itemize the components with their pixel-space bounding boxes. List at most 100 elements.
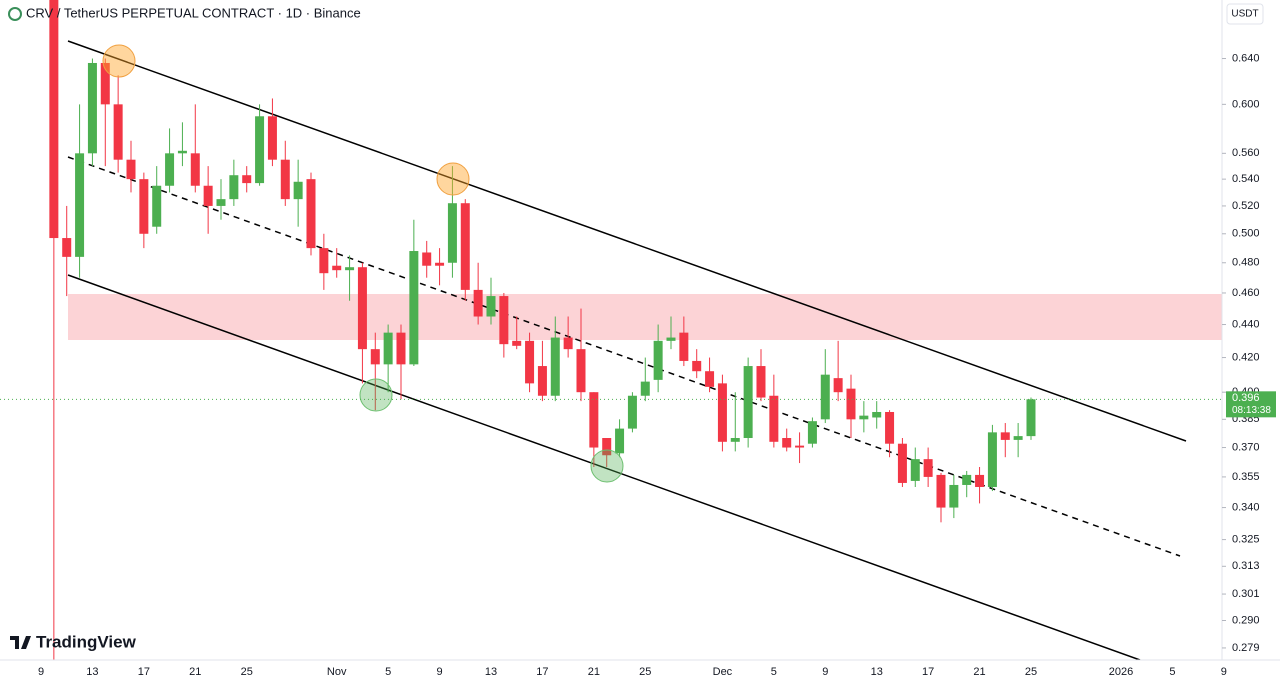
x-tick-label: 17 bbox=[922, 666, 934, 678]
y-tick-label: 0.313 bbox=[1232, 560, 1260, 572]
candle-body bbox=[100, 62, 110, 105]
candle-body bbox=[293, 181, 303, 200]
candle-body bbox=[1026, 399, 1036, 437]
x-tick-label: 25 bbox=[1025, 666, 1037, 678]
x-tick-label: 21 bbox=[973, 666, 985, 678]
x-tick-label: 21 bbox=[189, 666, 201, 678]
y-tick-label: 0.279 bbox=[1232, 642, 1260, 654]
y-tick-label: 0.420 bbox=[1232, 351, 1260, 363]
candle-body bbox=[692, 360, 702, 372]
candle-body bbox=[537, 366, 547, 396]
candle-body bbox=[1013, 436, 1023, 440]
candle-body bbox=[332, 265, 342, 271]
x-tick-label: 25 bbox=[639, 666, 651, 678]
candle-body bbox=[396, 332, 406, 365]
candle-body bbox=[306, 179, 316, 249]
candle-body bbox=[422, 252, 432, 266]
x-tick-label: 9 bbox=[1221, 666, 1227, 678]
candle-body bbox=[576, 349, 586, 393]
top-marker bbox=[102, 44, 136, 78]
x-tick-label: 9 bbox=[822, 666, 828, 678]
candle-body bbox=[87, 62, 97, 154]
candle-body bbox=[165, 153, 175, 186]
brand-logo bbox=[10, 636, 31, 649]
candle-body bbox=[216, 199, 226, 206]
candle-body bbox=[255, 116, 265, 184]
x-tick-label: 5 bbox=[385, 666, 391, 678]
candle-body bbox=[473, 289, 483, 317]
candle-body bbox=[833, 378, 843, 393]
candle-body bbox=[242, 175, 252, 184]
candle-body bbox=[139, 179, 149, 234]
candle-body bbox=[345, 267, 355, 271]
bottom-marker bbox=[359, 378, 393, 412]
candle-body bbox=[872, 411, 882, 418]
candle-body bbox=[512, 340, 522, 346]
candle-body bbox=[486, 296, 496, 317]
x-tick-label: 17 bbox=[536, 666, 548, 678]
y-tick-label: 0.440 bbox=[1232, 318, 1260, 330]
candle-body bbox=[987, 432, 997, 487]
symbol-icon bbox=[8, 7, 22, 21]
candle-body bbox=[460, 203, 470, 290]
candle-body bbox=[435, 262, 445, 266]
candle-body bbox=[756, 366, 766, 398]
candle-body bbox=[949, 484, 959, 508]
candle-body bbox=[589, 392, 599, 448]
y-tick-label: 0.540 bbox=[1232, 173, 1260, 185]
candle-body bbox=[769, 395, 779, 442]
candle-body bbox=[525, 340, 535, 384]
candle-body bbox=[859, 415, 869, 420]
y-tick-label: 0.301 bbox=[1232, 588, 1260, 600]
y-tick-label: 0.355 bbox=[1232, 471, 1260, 483]
y-tick-label: 0.600 bbox=[1232, 98, 1260, 110]
countdown-label: 08:13:38 bbox=[1232, 405, 1271, 416]
candle-body bbox=[113, 104, 123, 160]
candle-body bbox=[62, 238, 72, 257]
y-tick-label: 0.460 bbox=[1232, 287, 1260, 299]
candle-body bbox=[885, 411, 895, 444]
candle-body bbox=[357, 267, 367, 350]
candle-body bbox=[975, 474, 985, 487]
candle-body bbox=[49, 0, 59, 239]
candle-body bbox=[229, 175, 239, 200]
x-tick-label: 13 bbox=[485, 666, 497, 678]
candle-body bbox=[152, 185, 162, 227]
candle-body bbox=[679, 332, 689, 361]
candle-body bbox=[962, 474, 972, 485]
candle-body bbox=[563, 337, 573, 350]
candle-body bbox=[383, 332, 393, 365]
x-tick-label: 13 bbox=[86, 666, 98, 678]
candle-body bbox=[280, 159, 290, 200]
x-tick-label: 2026 bbox=[1109, 666, 1133, 678]
candle-body bbox=[627, 395, 637, 429]
candle-body bbox=[743, 366, 753, 439]
candle-body bbox=[910, 459, 920, 481]
x-tick-label: 21 bbox=[588, 666, 600, 678]
y-tick-label: 0.340 bbox=[1232, 501, 1260, 513]
x-tick-label: 25 bbox=[241, 666, 253, 678]
candle-body bbox=[409, 251, 419, 365]
candle-body bbox=[717, 383, 727, 442]
x-tick-label: 17 bbox=[138, 666, 150, 678]
unit-box[interactable] bbox=[1226, 3, 1264, 25]
candle-body bbox=[923, 459, 933, 477]
candle-body bbox=[846, 388, 856, 420]
y-tick-label: 0.500 bbox=[1232, 228, 1260, 240]
price-label: 0.396 bbox=[1232, 392, 1260, 404]
y-tick-label: 0.370 bbox=[1232, 441, 1260, 453]
channel-lower bbox=[67, 274, 1141, 660]
candle-body bbox=[499, 296, 509, 345]
candle-body bbox=[705, 371, 715, 387]
candle-body bbox=[203, 185, 213, 206]
x-tick-label: Nov bbox=[327, 666, 347, 678]
chart-title: CRV / TetherUS PERPETUAL CONTRACT · 1D ·… bbox=[26, 5, 361, 20]
candle-body bbox=[447, 203, 457, 263]
candle-body bbox=[1000, 432, 1010, 440]
x-tick-label: 9 bbox=[437, 666, 443, 678]
candle-body bbox=[820, 374, 830, 420]
candle-body bbox=[653, 340, 663, 380]
candle-body bbox=[782, 438, 792, 448]
resistance-zone bbox=[68, 294, 1222, 340]
